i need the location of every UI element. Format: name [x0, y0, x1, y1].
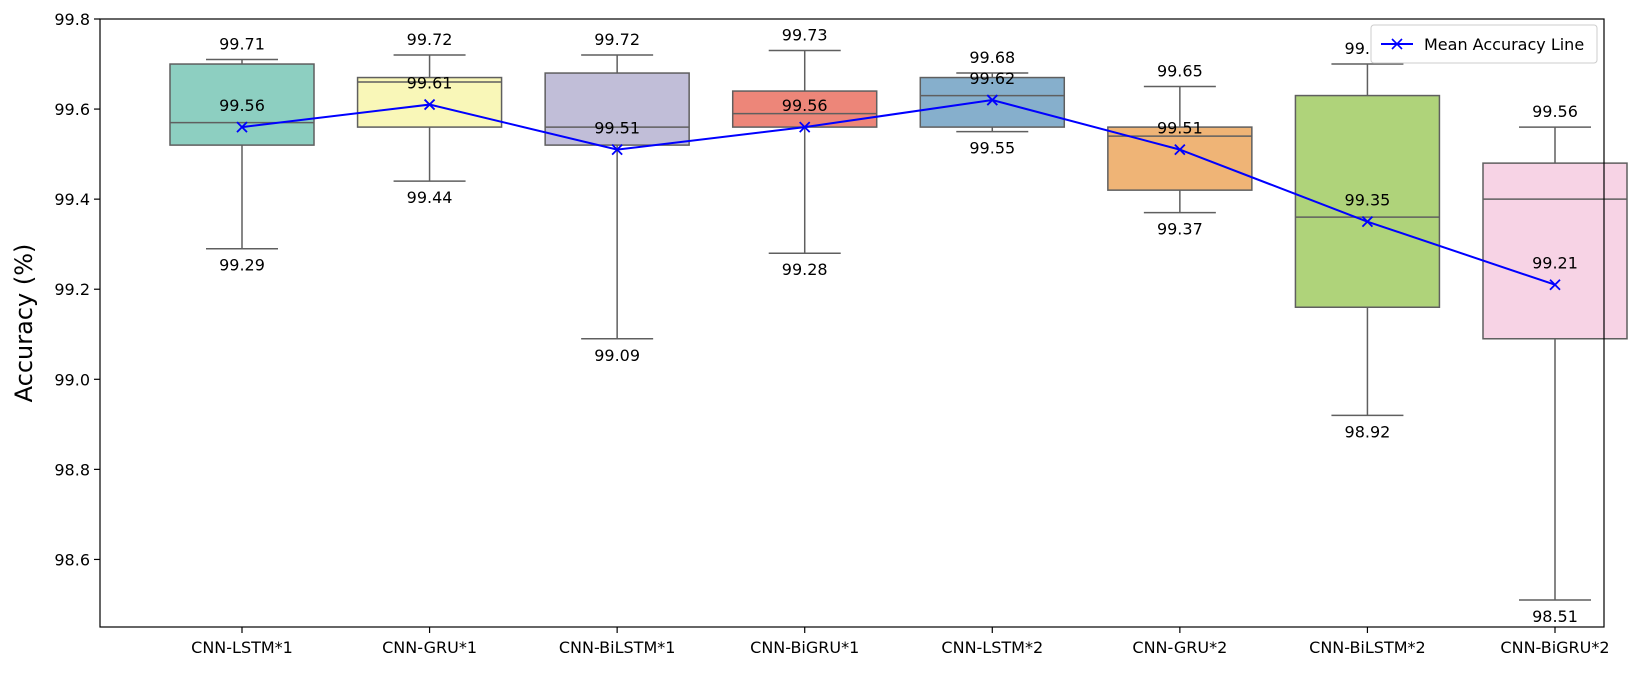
y-tick-label: 99.6: [54, 100, 90, 119]
y-tick-label: 98.6: [54, 550, 90, 569]
mean-label: 99.51: [1157, 119, 1203, 138]
box-CNN-LSTM*1: [169, 58, 315, 250]
box-CNN-BiGRU*2: [1482, 126, 1628, 601]
box-CNN-LSTM*2: [919, 72, 1066, 133]
marker-stroke: [423, 98, 436, 111]
legend: Mean Accuracy Line: [1370, 24, 1598, 64]
mean-x-marker-icon: [236, 121, 248, 133]
legend-box: [1370, 24, 1598, 64]
mean-label: 99.62: [969, 69, 1015, 88]
annotations-layer: 99.71 99.29 99.56 99.72 99.44 99.61 99.72 99.09…: [219, 26, 1578, 626]
mean-label: 99.35: [1345, 191, 1391, 210]
max-label: 99.68: [969, 48, 1015, 67]
x-tick-label: CNN-LSTM*1: [191, 638, 293, 657]
min-label: 98.51: [1532, 607, 1578, 626]
box-body: [169, 63, 315, 146]
mean-line-layer: [236, 94, 1561, 291]
min-label: 99.29: [219, 256, 265, 275]
x-axis: CNN-LSTM*1 CNN-GRU*1 CNN-BiLSTM*1 CNN-BiGRU…: [191, 627, 1610, 657]
mean-label: 99.51: [594, 119, 640, 138]
y-tick-label: 99.0: [54, 370, 90, 389]
mean-x-marker-icon: [1174, 143, 1186, 156]
box-CNN-BiLSTM*1: [544, 54, 690, 340]
mean-label: 99.21: [1532, 254, 1578, 273]
box-CNN-GRU*1: [356, 54, 503, 182]
marker-stroke: [799, 121, 811, 133]
box-CNN-BiGRU*1: [731, 49, 878, 254]
mean-label: 99.56: [219, 96, 265, 115]
x-tick-label: CNN-BiGRU*1: [750, 638, 859, 657]
box-body: [1482, 162, 1628, 340]
min-label: 99.44: [407, 188, 453, 207]
mean-x-marker-icon: [423, 98, 436, 111]
marker-stroke: [986, 94, 998, 106]
min-label: 98.92: [1345, 422, 1391, 441]
x-tick-label: CNN-LSTM*2: [941, 638, 1043, 657]
y-tick-label: 99.2: [54, 280, 90, 299]
mean-label: 99.61: [407, 74, 453, 93]
max-label: 99.71: [219, 35, 265, 54]
marker-stroke: [611, 143, 623, 156]
marker-stroke: [1174, 143, 1186, 156]
mean-label: 99.56: [782, 96, 828, 115]
box-body: [356, 76, 503, 128]
y-axis-label: Accuracy (%): [10, 244, 38, 403]
x-tick-label: CNN-GRU*2: [1132, 638, 1227, 657]
mean-x-marker-icon: [611, 143, 623, 156]
max-label: 99.72: [594, 30, 640, 49]
x-tick-label: CNN-BiLSTM*2: [1309, 638, 1426, 657]
max-label: 99.65: [1157, 62, 1203, 81]
y-tick-label: 98.8: [54, 460, 90, 479]
max-label: 99.73: [782, 26, 828, 45]
x-tick-label: CNN-GRU*1: [382, 638, 477, 657]
mean-accuracy-line: [241, 99, 1556, 286]
min-label: 99.37: [1157, 220, 1203, 239]
min-label: 99.28: [782, 260, 828, 279]
legend-x-marker-icon: [1391, 38, 1403, 50]
marker-stroke: [1549, 279, 1561, 291]
legend-label: Mean Accuracy Line: [1424, 35, 1584, 54]
x-tick-label: CNN-BiLSTM*1: [559, 638, 676, 657]
y-tick-label: 99.8: [54, 10, 90, 29]
mean-x-marker-icon: [799, 121, 811, 133]
min-label: 99.09: [594, 346, 640, 365]
marker-stroke: [236, 121, 248, 133]
y-axis: 98.6 98.8 99.0 99.2 99.4 99.6 99.8: [54, 10, 100, 569]
box-body: [919, 76, 1066, 128]
max-label: 99.56: [1532, 102, 1578, 121]
plot-frame: [99, 18, 1605, 628]
y-tick-label: 99.4: [54, 190, 90, 209]
box-body: [1294, 94, 1441, 308]
max-label: 99.72: [407, 30, 453, 49]
marker-stroke: [1361, 216, 1374, 228]
boxes-layer: [169, 49, 1628, 601]
mean-x-marker-icon: [1361, 216, 1374, 228]
box-CNN-BiLSTM*2: [1294, 63, 1441, 417]
min-label: 99.55: [969, 139, 1015, 158]
mean-x-marker-icon: [1549, 279, 1561, 291]
x-tick-label: CNN-BiGRU*2: [1500, 638, 1609, 657]
mean-x-marker-icon: [986, 94, 998, 106]
box-body: [544, 72, 690, 146]
